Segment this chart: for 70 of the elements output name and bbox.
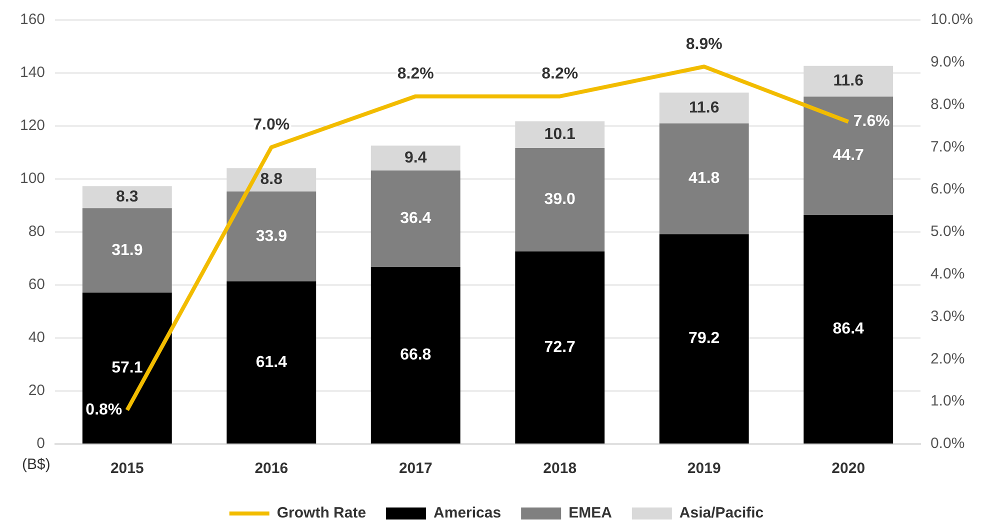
data-label: 31.9 <box>112 242 143 259</box>
data-label: 86.4 <box>832 320 864 338</box>
bar <box>659 234 749 444</box>
y2-tick-label: 0.0% <box>930 435 965 452</box>
legend-label: Americas <box>434 504 502 522</box>
data-label: 11.6 <box>833 72 864 90</box>
y2-tick-label: 2.0% <box>930 350 965 368</box>
bar <box>82 292 172 444</box>
bar <box>82 186 172 208</box>
data-label: 7.6% <box>853 113 890 130</box>
data-label: 57.1 <box>112 360 143 376</box>
data-label: 8.2% <box>542 66 578 83</box>
data-label: 44.7 <box>832 147 864 164</box>
bar <box>370 170 460 267</box>
y2-tick-label: 1.0% <box>930 392 965 410</box>
data-label: 39.0 <box>544 191 576 208</box>
data-label: 7.0% <box>253 116 290 134</box>
legend-label: EMEA <box>568 504 612 522</box>
data-label: 0.8% <box>86 401 122 418</box>
data-label: 66.8 <box>400 346 432 364</box>
legend-label: Growth Rate <box>276 504 366 522</box>
data-label: 33.9 <box>256 228 288 245</box>
x-tick-label: 2019 <box>687 460 721 478</box>
x-tick-label: 2016 <box>254 460 288 478</box>
data-label: 36.4 <box>400 210 432 228</box>
y2-tick-label: 5.0% <box>930 223 965 240</box>
bar <box>659 92 749 124</box>
bar <box>82 208 172 293</box>
x-tick-label: 2020 <box>832 460 866 478</box>
bar <box>370 266 460 444</box>
x-tick-label: 2017 <box>398 460 432 478</box>
bar <box>515 148 605 252</box>
y2-tick-label: 7.0% <box>930 138 965 156</box>
bar <box>659 123 749 234</box>
data-label: 8.2% <box>397 66 434 83</box>
data-label: 8.8 <box>260 171 283 188</box>
bar <box>515 251 605 444</box>
data-label: 61.4 <box>256 354 288 371</box>
y-tick-label: 120 <box>20 117 46 134</box>
y-tick-label: 160 <box>20 11 46 28</box>
y2-tick-label: 3.0% <box>930 308 965 325</box>
bar <box>804 215 894 444</box>
y-tick-label: 40 <box>28 329 46 346</box>
y2-tick-label: 6.0% <box>930 180 965 198</box>
legend-label: Asia/Pacific <box>679 504 764 522</box>
data-label: 9.4 <box>404 149 427 166</box>
bar <box>370 146 460 171</box>
bar <box>226 281 316 444</box>
y-tick-label: 20 <box>28 382 46 400</box>
y-tick-label: 0 <box>36 435 46 452</box>
data-label: 79.2 <box>688 330 720 348</box>
y2-tick-label: 4.0% <box>930 266 965 283</box>
y2-tick-label: 10.0% <box>930 11 974 28</box>
x-tick-label: 2015 <box>110 460 144 478</box>
bar <box>804 96 894 216</box>
data-label: 10.1 <box>544 126 576 144</box>
data-label: 11.6 <box>688 99 720 116</box>
x-tick-label: 2018 <box>543 460 577 478</box>
y-axis-title: (B$) <box>22 456 50 473</box>
y2-tick-label: 9.0% <box>930 54 965 71</box>
y-tick-label: 140 <box>20 64 46 82</box>
y2-tick-label: 8.0% <box>930 96 965 113</box>
y-tick-label: 60 <box>28 276 46 294</box>
data-label: 41.8 <box>688 170 720 188</box>
data-label: 8.9% <box>686 36 722 54</box>
data-label: 72.7 <box>544 338 576 356</box>
y-tick-label: 100 <box>20 170 46 188</box>
bar <box>226 191 316 282</box>
data-label: 8.3 <box>116 188 138 206</box>
y-tick-label: 80 <box>28 223 46 240</box>
